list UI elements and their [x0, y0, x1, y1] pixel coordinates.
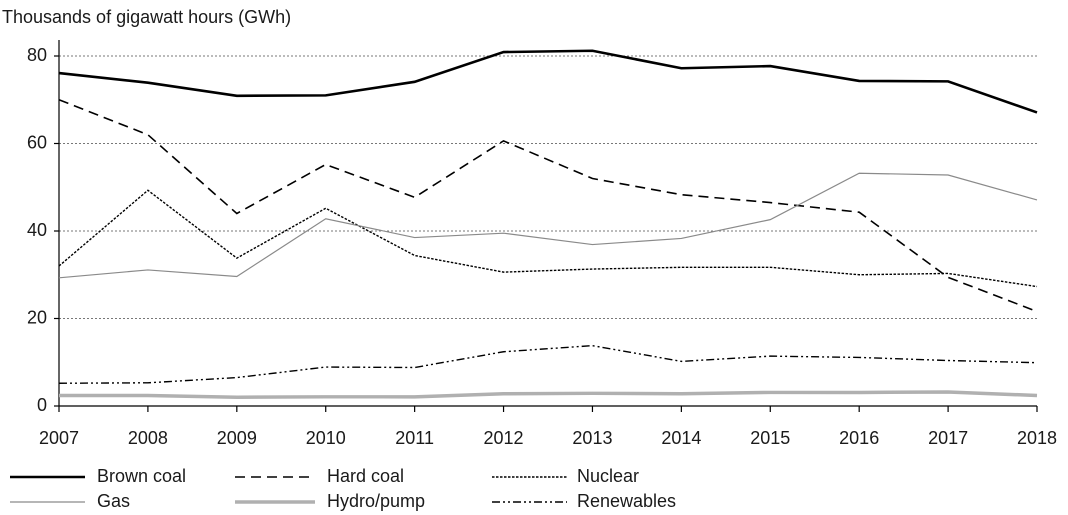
x-tick-label: 2017	[928, 428, 968, 448]
legend-label: Hydro/pump	[327, 491, 425, 511]
y-tick-label: 40	[27, 220, 47, 240]
y-tick-label: 0	[37, 395, 47, 415]
y-axis-label: Thousands of gigawatt hours (GWh)	[2, 7, 291, 27]
x-tick-label: 2014	[661, 428, 701, 448]
x-tick-label: 2012	[484, 428, 524, 448]
legend-label: Renewables	[577, 491, 676, 511]
x-tick-label: 2009	[217, 428, 257, 448]
y-tick-label: 80	[27, 45, 47, 65]
x-tick-label: 2018	[1017, 428, 1057, 448]
series-line	[58, 189, 1038, 288]
x-tick-label: 2008	[128, 428, 168, 448]
series-line	[58, 49, 1038, 114]
legend-label: Nuclear	[577, 466, 639, 486]
y-tick-label: 60	[27, 132, 47, 152]
series-line	[58, 99, 1038, 313]
y-tick-label: 20	[27, 307, 47, 327]
x-tick-label: 2016	[839, 428, 879, 448]
legend-label: Brown coal	[97, 466, 186, 486]
series-line	[59, 390, 1038, 400]
x-tick-label: 2015	[750, 428, 790, 448]
x-tick-label: 2007	[39, 428, 79, 448]
x-tick-label: 2010	[306, 428, 346, 448]
legend-label: Gas	[97, 491, 130, 511]
legend-label: Hard coal	[327, 466, 404, 486]
x-tick-label: 2013	[572, 428, 612, 448]
series-line	[58, 172, 1038, 279]
x-tick-label: 2011	[395, 428, 434, 448]
series-line	[58, 344, 1038, 384]
